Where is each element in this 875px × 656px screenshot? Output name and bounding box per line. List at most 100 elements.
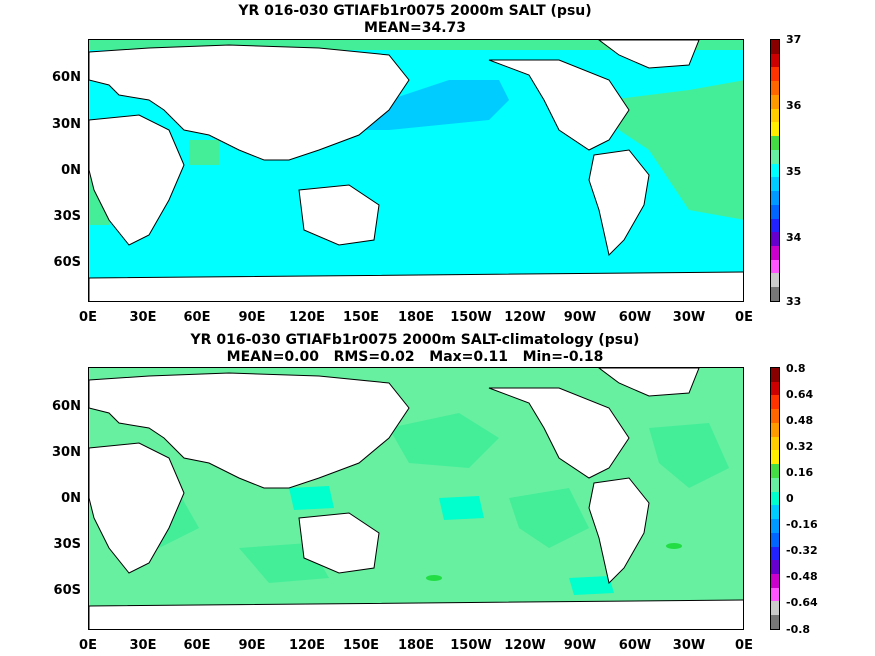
colorbar-segment <box>771 163 779 178</box>
colorbar-segment <box>771 450 779 465</box>
bottom-xlabel-0e: 0E <box>79 638 97 653</box>
bottom-xlabel-120w: 120W <box>504 638 546 653</box>
colorbar-segment <box>771 122 779 137</box>
top-ylabel-60s: 60S <box>53 255 81 270</box>
top-atlantic <box>609 80 743 220</box>
top-ylabel-30s: 30S <box>53 209 81 224</box>
top-xlabel-0e-end: 0E <box>735 310 753 325</box>
bottom-xlabel-30e: 30E <box>129 638 157 653</box>
bottom-antarctica <box>89 599 743 629</box>
colorbar-segment <box>771 191 779 205</box>
colorbar-segment <box>771 136 779 150</box>
top-eurasia <box>89 44 410 161</box>
top-xlabel-90w: 90W <box>563 310 597 325</box>
bottom-south-america <box>588 477 650 584</box>
top-xlabel-30e: 30E <box>129 310 157 325</box>
bottom-cbar-label-m0p8: -0.8 <box>786 623 811 636</box>
top-map-title: YR 016-030 GTIAFb1r0075 2000m SALT (psu) <box>238 3 592 19</box>
bottom-ylabel-60s: 60S <box>53 583 81 598</box>
top-xlabel-150w: 150W <box>450 310 492 325</box>
bottom-australia <box>298 512 380 574</box>
bottom-xlabel-150w: 150W <box>450 638 492 653</box>
bottom-xlabel-0e-end: 0E <box>735 638 753 653</box>
top-ylabel-0n: 0N <box>61 163 81 178</box>
bottom-africa <box>89 442 185 574</box>
colorbar-segment <box>771 491 779 506</box>
colorbar-segment <box>771 601 779 616</box>
colorbar-segment <box>771 40 779 54</box>
bottom-xlabel-30w: 30W <box>672 638 706 653</box>
top-arabian-sea <box>189 140 219 165</box>
bottom-cbar-label-0p16: 0.16 <box>786 466 814 479</box>
colorbar-segment <box>771 108 779 123</box>
bottom-cbar-label-m0p16: -0.16 <box>786 518 818 531</box>
bottom-ylabel-60n: 60N <box>52 399 81 414</box>
bottom-xlabel-90e: 90E <box>238 638 266 653</box>
bottom-cbar-label-0p32: 0.32 <box>786 440 814 453</box>
top-cbar-label-34: 34 <box>786 231 802 244</box>
colorbar-segment <box>771 204 779 219</box>
colorbar-segment <box>771 464 779 478</box>
colorbar-segment <box>771 259 779 274</box>
top-cbar-label-33: 33 <box>786 295 802 308</box>
colorbar-segment <box>771 67 779 82</box>
bottom-cyan-patches <box>289 486 614 595</box>
bottom-colorbar <box>770 367 780 630</box>
top-land <box>89 40 743 301</box>
top-xlabel-120w: 120W <box>504 310 546 325</box>
colorbar-segment <box>771 177 779 192</box>
bottom-cbar-label-m0p64: -0.64 <box>786 596 818 609</box>
top-map-subtitle: MEAN=34.73 <box>363 20 467 36</box>
bottom-xlabel-60e: 60E <box>183 638 211 653</box>
bottom-map-panel <box>88 367 744 630</box>
top-xlabel-180e: 180E <box>397 310 435 325</box>
colorbar-segment <box>771 287 779 301</box>
bottom-cbar-label-0p8: 0.8 <box>786 362 806 375</box>
bottom-map-subtitle: MEAN=0.00 RMS=0.02 Max=0.11 Min=-0.18 <box>226 349 604 365</box>
bottom-ylabel-30n: 30N <box>52 445 81 460</box>
top-australia <box>298 184 380 246</box>
top-north-pacific <box>339 80 509 130</box>
colorbar-segment <box>771 546 779 561</box>
bottom-cbar-label-0p48: 0.48 <box>786 414 814 427</box>
bottom-xlabel-180e: 180E <box>397 638 435 653</box>
bottom-cbar-label-m0p32: -0.32 <box>786 544 818 557</box>
top-greenland <box>598 40 700 69</box>
top-xlabel-0e: 0E <box>79 310 97 325</box>
top-colorbar <box>770 39 780 302</box>
colorbar-segment <box>771 246 779 260</box>
top-xlabel-30w: 30W <box>672 310 706 325</box>
colorbar-segment <box>771 368 779 382</box>
bottom-xlabel-120e: 120E <box>288 638 326 653</box>
bottom-north-america <box>488 387 630 479</box>
top-xlabel-90e: 90E <box>238 310 266 325</box>
top-north-america <box>488 59 630 151</box>
bottom-xlabel-60w: 60W <box>618 638 652 653</box>
colorbar-segment <box>771 81 779 95</box>
bottom-anomaly-spot-2 <box>666 543 682 549</box>
top-xlabel-150e: 150E <box>342 310 380 325</box>
colorbar-segment <box>771 422 779 437</box>
colorbar-segment <box>771 532 779 547</box>
bottom-map-title: YR 016-030 GTIAFb1r0075 2000m SALT-clima… <box>190 332 640 348</box>
top-ylabel-30n: 30N <box>52 117 81 132</box>
bottom-ylabel-0n: 0N <box>61 491 81 506</box>
bottom-greenland <box>598 368 700 397</box>
colorbar-segment <box>771 53 779 68</box>
colorbar-segment <box>771 273 779 288</box>
top-cbar-label-35: 35 <box>786 165 802 178</box>
colorbar-segment <box>771 94 779 109</box>
bottom-cbar-label-m0p48: -0.48 <box>786 570 818 583</box>
colorbar-segment <box>771 436 779 451</box>
bottom-eurasia <box>89 372 410 489</box>
colorbar-segment <box>771 519 779 533</box>
bottom-cbar-label-0p64: 0.64 <box>786 388 814 401</box>
top-map-svg <box>89 40 743 301</box>
colorbar-segment <box>771 615 779 629</box>
top-africa <box>89 114 185 246</box>
bottom-land <box>89 368 743 629</box>
colorbar-segment <box>771 409 779 423</box>
colorbar-segment <box>771 149 779 164</box>
colorbar-segment <box>771 232 779 247</box>
top-antarctica <box>89 271 743 301</box>
